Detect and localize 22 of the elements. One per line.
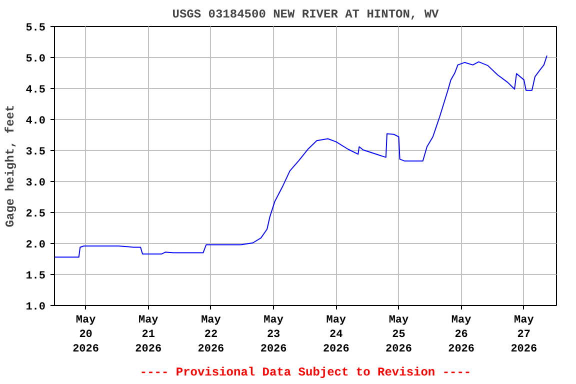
x-tick-label: May 27 2026 [510, 314, 538, 356]
y-tick-label: 4.5 [26, 84, 46, 96]
x-tick-label: May 23 2026 [260, 314, 287, 356]
y-tick-label: 4.0 [26, 116, 46, 128]
y-tick-label: 2.5 [26, 208, 46, 220]
y-tick-label: 3.5 [26, 146, 46, 158]
y-tick-label: 2.0 [26, 240, 46, 252]
x-tick-label: May 22 2026 [198, 314, 224, 356]
chart-title: USGS 03184500 NEW RIVER AT HINTON, WV [172, 8, 440, 22]
x-tick-label: May 24 2026 [322, 314, 350, 356]
x-tick-label: May 26 2026 [448, 314, 475, 356]
line-series [54, 55, 548, 258]
y-tick-label: 1.5 [26, 270, 46, 282]
y-tick-label: 5.5 [26, 22, 46, 34]
x-tick-label: May 21 2026 [135, 314, 162, 356]
y-tick-label: 1.0 [26, 302, 46, 314]
y-axis-title: Gage height, feet [4, 104, 18, 228]
y-tick-label: 5.0 [26, 54, 46, 66]
y-tick-label: 3.0 [26, 178, 46, 190]
text: ---- Provisional Data Subject to Revision ---- [140, 366, 472, 380]
x-tick-label: May 25 2026 [386, 314, 412, 356]
x-tick-label: May 20 2026 [72, 314, 99, 356]
